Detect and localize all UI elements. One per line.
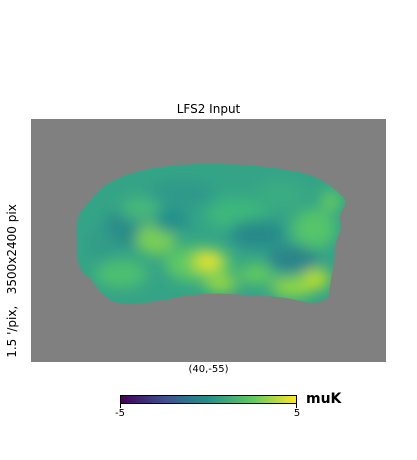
- map-projection-label: 1.5 '/pix, 3500x2400 pix: [5, 204, 19, 358]
- map-center-coordinates: (40,-55): [188, 364, 229, 375]
- colorbar-unit-label: muK: [306, 391, 342, 407]
- sky-map-image: [76, 163, 346, 304]
- colorbar-tick-max: [296, 404, 297, 408]
- figure-title: LFS2 Input: [176, 102, 241, 116]
- colorbar: [120, 395, 297, 404]
- sky-map: [31, 119, 386, 362]
- colorbar-min-label: -5: [115, 408, 125, 419]
- colorbar-tick-min: [120, 404, 121, 408]
- colorbar-max-label: 5: [293, 408, 301, 419]
